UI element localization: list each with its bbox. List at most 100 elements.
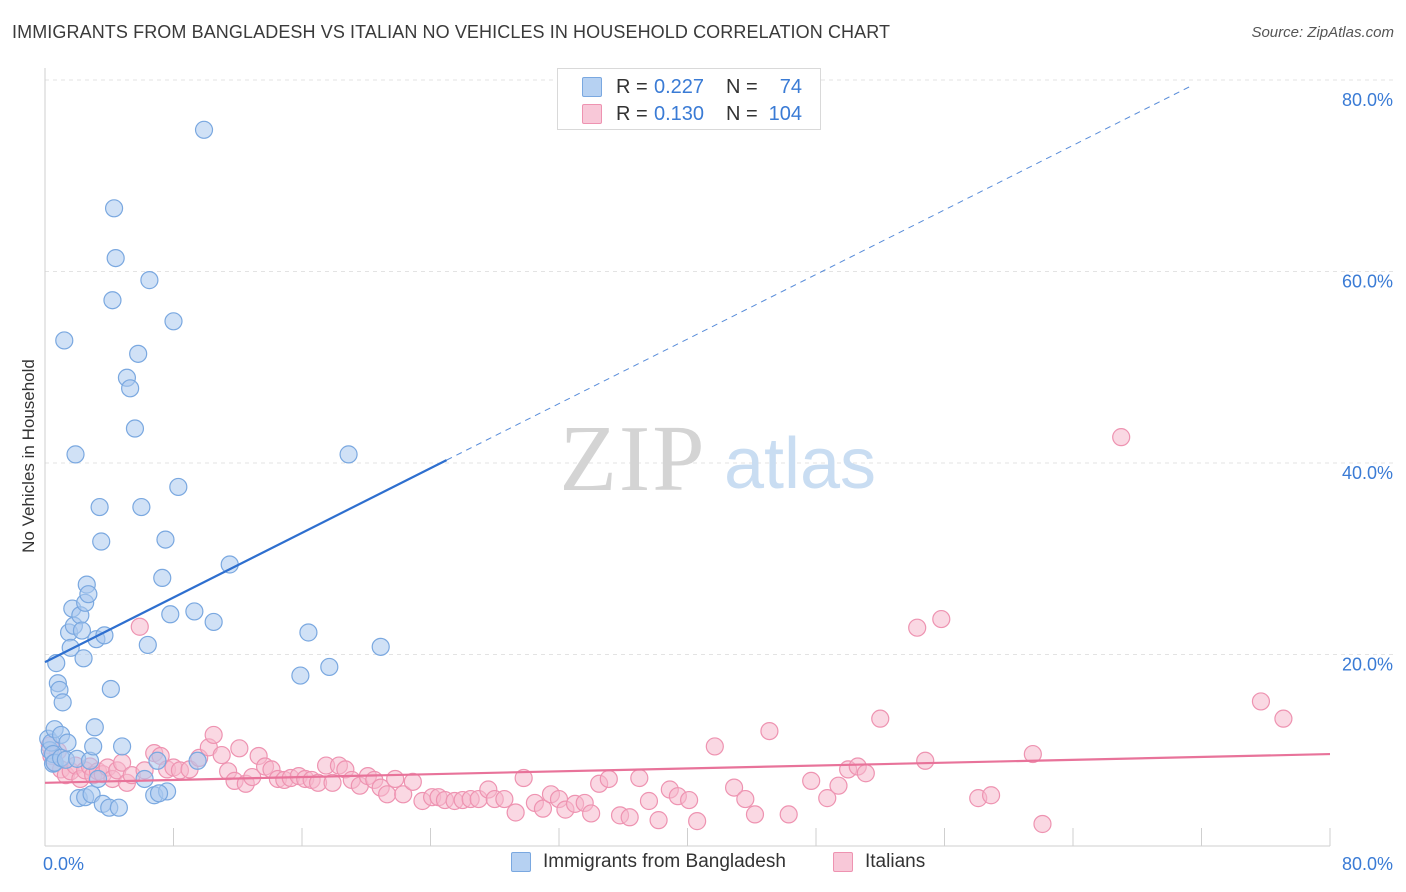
data-point: [92, 532, 111, 551]
data-point: [101, 679, 120, 699]
data-point: [1112, 428, 1131, 447]
data-point: [148, 751, 167, 770]
legend-swatch-pink: [833, 852, 853, 872]
data-point: [129, 344, 148, 363]
data-point: [506, 803, 525, 822]
data-point: [88, 769, 108, 789]
y-axis-label: No Vehicles in Household: [19, 359, 38, 553]
watermark: ZIP atlas: [560, 407, 877, 511]
data-point: [1023, 744, 1042, 764]
data-point: [514, 768, 533, 788]
legend-r-value: 0.227: [654, 75, 705, 98]
data-point: [932, 609, 951, 629]
grid-lines: [45, 79, 1395, 655]
data-point: [981, 786, 1001, 805]
data-point: [169, 477, 188, 497]
legend-swatch-blue: [511, 852, 531, 872]
data-point: [106, 248, 125, 268]
y-tick-label: 40.0%: [1342, 463, 1393, 483]
data-point: [856, 764, 875, 783]
data-point: [164, 312, 183, 331]
legend-n-value: 74: [779, 75, 802, 98]
data-point: [320, 657, 339, 677]
data-point: [599, 769, 618, 789]
data-point: [724, 778, 744, 797]
watermark-zip: ZIP: [560, 407, 707, 511]
data-point: [916, 751, 935, 770]
data-point: [323, 773, 342, 792]
data-point: [85, 718, 104, 737]
tick-labels: 20.0% 40.0% 60.0% 80.0% 0.0% 80.0%: [43, 90, 1393, 874]
legend-r-label: R =: [616, 102, 648, 125]
legend-r-label: R =: [616, 75, 648, 98]
data-point: [138, 635, 157, 655]
trend-lines: [44, 84, 1331, 784]
data-point: [55, 331, 74, 350]
data-point: [204, 612, 223, 632]
data-point: [639, 791, 659, 811]
data-point: [161, 605, 180, 624]
legend-r-value: 0.130: [654, 102, 705, 125]
y-tick-label: 20.0%: [1342, 655, 1393, 675]
data-point: [103, 291, 122, 310]
bottom-legend-label: Italians: [865, 851, 926, 872]
data-point: [194, 120, 214, 139]
trend-line-italians: [44, 752, 1331, 784]
data-point: [188, 751, 207, 770]
data-point: [58, 733, 77, 752]
chart-title: IMMIGRANTS FROM BANGLADESH VS ITALIAN NO…: [12, 22, 891, 42]
data-point: [705, 737, 724, 756]
series-bangladesh: [39, 120, 390, 817]
axes: [44, 68, 1331, 847]
data-point: [760, 721, 779, 741]
data-point: [185, 602, 204, 621]
data-point: [1274, 709, 1293, 728]
watermark-atlas: atlas: [724, 424, 876, 504]
data-point: [688, 812, 707, 831]
data-point: [736, 789, 755, 809]
bottom-legend-label: Immigrants from Bangladesh: [543, 851, 786, 872]
bottom-legend-italians[interactable]: Italians: [833, 851, 925, 873]
data-point: [620, 808, 639, 827]
data-point: [299, 623, 318, 642]
data-point: [74, 649, 93, 668]
data-point: [386, 769, 405, 789]
data-point: [84, 737, 103, 756]
data-point: [291, 666, 310, 685]
data-point: [680, 790, 699, 810]
data-point: [403, 772, 422, 791]
legend-n-label: N =: [726, 102, 758, 125]
data-point: [132, 497, 151, 517]
y-tick-label: 80.0%: [1342, 90, 1393, 110]
data-point: [649, 811, 668, 830]
data-point: [125, 419, 145, 438]
x-tick-label: 0.0%: [43, 854, 84, 874]
data-point: [140, 271, 159, 290]
legend-swatch-pink: [582, 104, 602, 124]
data-point: [582, 804, 601, 823]
data-point: [53, 693, 72, 712]
data-point: [153, 568, 172, 588]
data-point: [394, 785, 413, 804]
data-point: [149, 784, 169, 803]
legend-row-italians: R = 0.130 N = 104: [582, 101, 802, 127]
data-point: [871, 709, 890, 728]
stats-legend: R = 0.227 N = 74 R = 0.130 N = 104: [557, 68, 821, 130]
data-point: [121, 379, 140, 398]
y-tick-label: 60.0%: [1342, 272, 1393, 292]
data-point: [104, 199, 124, 218]
data-point: [495, 789, 514, 809]
data-point: [66, 445, 85, 464]
data-point: [829, 776, 848, 795]
data-point: [1033, 814, 1052, 834]
data-point: [630, 768, 649, 788]
data-point: [230, 739, 249, 758]
x-tick-label: 80.0%: [1342, 854, 1393, 874]
data-point: [378, 785, 397, 804]
data-point: [533, 799, 553, 818]
data-point: [109, 798, 128, 817]
legend-n-label: N =: [726, 75, 758, 98]
bottom-legend-bangladesh[interactable]: Immigrants from Bangladesh: [511, 851, 786, 873]
data-point: [130, 617, 149, 636]
data-point: [72, 621, 92, 640]
